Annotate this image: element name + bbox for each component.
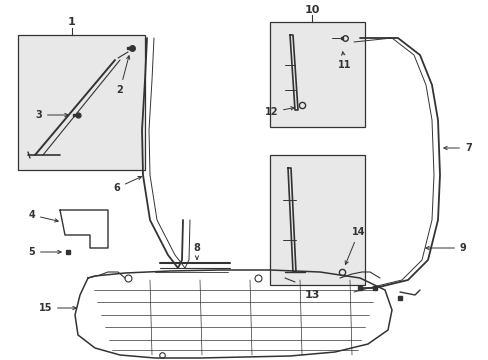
Text: 11: 11	[338, 52, 351, 70]
Text: 4: 4	[28, 210, 58, 222]
Text: 8: 8	[193, 243, 200, 259]
Text: 9: 9	[425, 243, 466, 253]
Bar	[18, 35, 145, 170]
Bar	[269, 22, 364, 127]
Text: 2: 2	[116, 56, 129, 95]
Text: 15: 15	[39, 303, 76, 313]
Text: 10: 10	[304, 5, 319, 15]
Bar	[269, 155, 364, 285]
Text: 13: 13	[304, 290, 319, 300]
Text: 1: 1	[68, 17, 76, 27]
Text: 12: 12	[264, 107, 294, 117]
Text: 5: 5	[28, 247, 61, 257]
Text: 3: 3	[35, 110, 68, 120]
Text: 6: 6	[113, 176, 141, 193]
Text: 7: 7	[443, 143, 471, 153]
Text: 14: 14	[345, 227, 365, 265]
